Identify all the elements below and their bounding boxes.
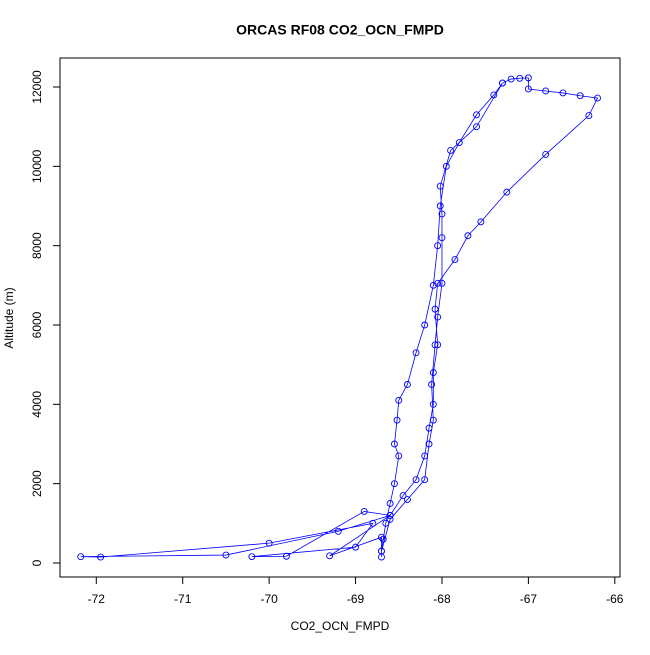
data-point [434,279,442,287]
data-point [421,321,429,329]
x-tick-label: -70 [260,592,278,606]
data-point [395,452,403,460]
data-point [282,552,290,560]
data-point [248,553,256,561]
data-point [429,400,437,408]
data-point [429,416,437,424]
x-tick-label: -68 [433,592,451,606]
data-point [425,440,433,448]
data-point [507,75,515,83]
data-point [334,527,342,535]
data-point [386,511,394,519]
data-point [386,515,394,523]
data-point [524,85,532,93]
x-tick-label: -72 [88,592,106,606]
data-point [390,440,398,448]
data-point [436,182,444,190]
y-tick-label: 4000 [30,391,44,418]
data-point [477,218,485,226]
data-point [378,533,385,541]
data-point [386,500,394,507]
data-point [393,416,401,424]
data-point [77,553,85,561]
data-point [503,188,511,196]
data-point [542,150,550,158]
data-point [576,92,584,100]
data-point [516,74,524,82]
data-point [369,519,377,527]
y-tick-label: 0 [30,559,44,566]
data-point [434,341,442,349]
y-tick-label: 8000 [30,232,44,259]
data-point [425,424,433,432]
data-point [429,281,437,289]
data-point [431,305,439,313]
data-point [265,539,273,547]
y-tick-label: 6000 [30,311,44,338]
data-point [594,94,601,102]
data-point [559,89,567,97]
data-point [490,91,498,99]
data-point [379,535,387,543]
data-point [431,341,439,349]
x-tick-label: -66 [606,592,624,606]
data-point [429,369,437,377]
data-point [451,256,459,263]
data-point [438,210,446,218]
data-point [412,476,420,484]
data-point [378,547,385,555]
chart-title: ORCAS RF08 CO2_OCN_FMPD [236,22,444,38]
data-point [382,519,390,527]
data-point [326,552,334,560]
y-tick-label: 10000 [30,149,44,183]
data-point [438,279,446,287]
x-tick-label: -67 [520,592,538,606]
data-point [395,396,403,404]
data-point [473,123,480,131]
data-point [403,381,411,388]
y-tick-label: 2000 [30,470,44,497]
data-point [464,232,472,240]
data-point [436,202,444,210]
x-tick-label: -71 [174,592,192,606]
data-point [421,452,429,460]
data-point [442,162,450,170]
data-point [438,234,446,242]
data-point [399,492,407,500]
data-point [428,381,436,388]
data-point [499,79,506,87]
data-line [80,77,599,558]
data-point [585,112,593,120]
x-tick-label: -69 [347,592,365,606]
data-point [97,553,105,561]
x-axis-label: CO2_OCN_FMPD [291,619,390,633]
data-point [434,313,442,321]
data-point [524,74,532,82]
data-point [222,551,230,559]
data-point [421,476,429,484]
data-point [352,543,360,551]
data-point [412,349,420,357]
y-axis-label: Altitude (m) [2,287,16,348]
data-point [447,147,455,154]
data-point [434,242,442,250]
data-point [455,139,463,146]
data-point [473,111,480,119]
data-point [360,507,368,515]
data-point [542,87,550,95]
data-point [390,480,398,488]
y-tick-label: 12000 [30,70,44,104]
data-point [403,496,411,503]
